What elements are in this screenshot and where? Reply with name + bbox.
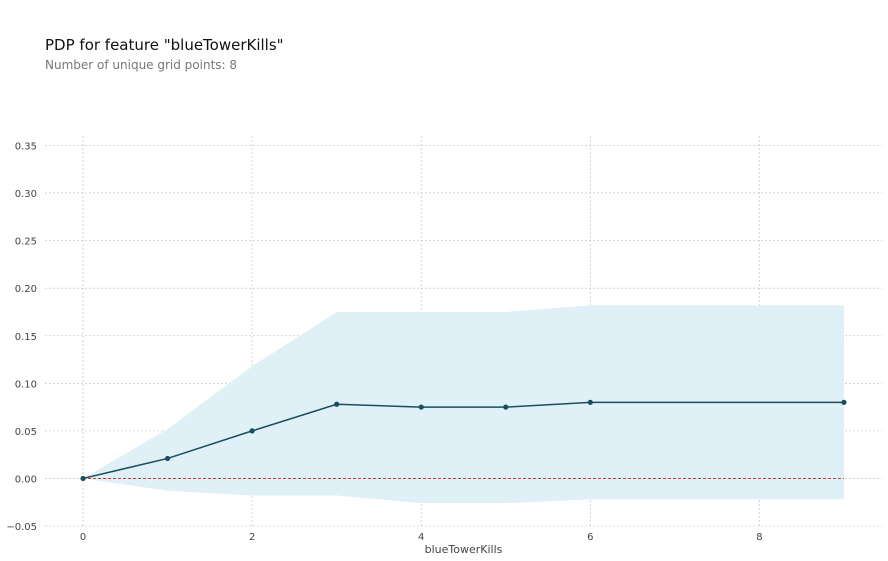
y-tick-label: 0.25 [15,237,37,248]
confidence-band [83,305,844,504]
chart-subtitle: Number of unique grid points: 8 [45,58,238,72]
y-tick-label: −0.05 [6,522,37,533]
tick-label-layer: 0 2 4 6 8 −0.05 0.00 0.05 0.10 0.15 0.20 0.25 0.30 0.… [6,142,762,543]
x-tick-label: 4 [418,532,424,543]
pdp-point [841,399,847,405]
y-tick-label: 0.15 [15,332,37,343]
y-tick-label: 0.35 [15,142,37,153]
chart-title: PDP for feature "blueTowerKills" [45,36,284,54]
pdp-point [503,404,509,410]
y-tick-label: 0.00 [15,474,37,485]
x-tick-label: 8 [756,532,762,543]
pdp-point [334,401,340,407]
y-tick-label: 0.30 [15,189,37,200]
x-tick-label: 2 [249,532,255,543]
y-tick-label: 0.20 [15,284,37,295]
pdp-point [80,475,86,482]
pdp-point [249,428,255,434]
pdp-line-layer [82,401,844,480]
x-tick-label: 0 [80,532,86,543]
y-tick-label: 0.05 [15,427,37,438]
y-tick-label: 0.10 [15,379,37,390]
pdp-point [418,404,424,410]
confidence-band-layer [83,305,844,504]
pdp-point [164,455,171,462]
x-axis-label: blueTowerKills [425,543,503,556]
pdp-point [587,399,593,405]
pdp-point-layer [80,399,847,482]
pdp-line [82,401,844,480]
x-tick-label: 6 [587,532,593,543]
